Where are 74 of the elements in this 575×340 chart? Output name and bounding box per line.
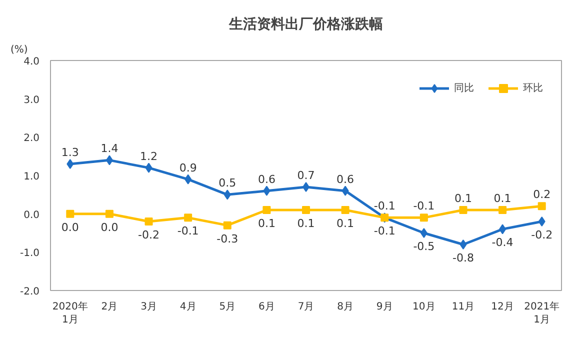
data-label: -0.2 — [531, 228, 553, 242]
x-tick-label: 2020年 1月 — [52, 300, 88, 326]
data-label: -0.1 — [177, 224, 199, 238]
x-tick-label: 9月 — [376, 302, 393, 312]
point — [302, 206, 310, 214]
data-label: 1.3 — [61, 146, 79, 159]
y-tick-label: 2.0 — [24, 133, 40, 144]
data-label: 0.6 — [258, 172, 276, 186]
y-tick-label: 4.0 — [24, 56, 40, 68]
y-tick-label: 0.0 — [24, 210, 40, 221]
point — [538, 202, 546, 210]
data-label: 0.5 — [218, 176, 236, 190]
point — [263, 186, 270, 196]
point — [224, 190, 231, 200]
point — [499, 224, 506, 234]
point — [184, 214, 192, 222]
x-tick-label: 8月 — [337, 302, 354, 312]
point — [341, 206, 350, 214]
y-tick-label: -2.0 — [20, 286, 40, 298]
data-label: 0.1 — [494, 192, 512, 205]
x-tick-label: 2021年 1月 — [524, 300, 560, 326]
x-tick-label: 3月 — [140, 302, 157, 312]
data-label: -0.1 — [374, 200, 396, 213]
point — [223, 221, 232, 230]
data-label: -0.2 — [138, 228, 160, 242]
data-label: -0.4 — [492, 236, 514, 250]
chart-title: 生活资料出厂价格涨跌幅 — [228, 16, 383, 32]
x-tick-label: 6月 — [258, 302, 275, 312]
point — [105, 210, 114, 218]
point — [145, 162, 152, 173]
data-label: 0.1 — [297, 217, 315, 230]
x-tick-label: 2月 — [101, 302, 118, 312]
x-tick-label: 11月 — [452, 302, 475, 312]
data-label: -0.5 — [413, 240, 435, 253]
data-label: 0.1 — [336, 217, 354, 230]
data-label: 0.6 — [336, 172, 354, 186]
point — [342, 186, 349, 196]
point — [460, 240, 467, 250]
data-label: 0.0 — [61, 220, 79, 234]
data-label: 0.7 — [297, 169, 315, 182]
point — [144, 218, 153, 226]
point — [420, 228, 428, 238]
data-label: -0.8 — [452, 252, 474, 264]
data-label: 0.9 — [179, 161, 197, 174]
x-tick-label: 4月 — [180, 302, 196, 312]
x-tick-label: 10月 — [412, 302, 436, 312]
data-label: -0.1 — [374, 224, 396, 238]
y-tick-label: 1.0 — [24, 172, 40, 182]
data-label: 0.0 — [100, 220, 118, 234]
data-label: 0.2 — [533, 188, 551, 202]
data-label: 1.4 — [100, 142, 118, 156]
data-label: 0.1 — [258, 217, 276, 230]
y-tick-label: -1.0 — [20, 248, 40, 260]
data-label: 1.2 — [140, 150, 158, 163]
point — [538, 216, 546, 226]
point — [420, 214, 428, 222]
point — [498, 206, 507, 214]
y-tick-label: 3.0 — [24, 94, 40, 106]
legend-label: 环比 — [523, 82, 543, 95]
x-tick-label: 7月 — [298, 302, 314, 312]
data-label: -0.1 — [413, 200, 435, 213]
point — [262, 206, 271, 214]
point — [66, 210, 74, 218]
x-tick-label: 12月 — [491, 302, 514, 312]
y-axis-title: (%) — [10, 44, 28, 56]
data-label: 0.1 — [454, 192, 472, 205]
legend-label: 同比 — [454, 82, 474, 95]
point — [106, 155, 113, 166]
point — [459, 206, 468, 214]
point — [184, 174, 192, 184]
point — [66, 159, 74, 169]
point — [302, 182, 310, 192]
x-tick-label: 5月 — [219, 302, 236, 312]
data-label: -0.3 — [216, 232, 238, 246]
